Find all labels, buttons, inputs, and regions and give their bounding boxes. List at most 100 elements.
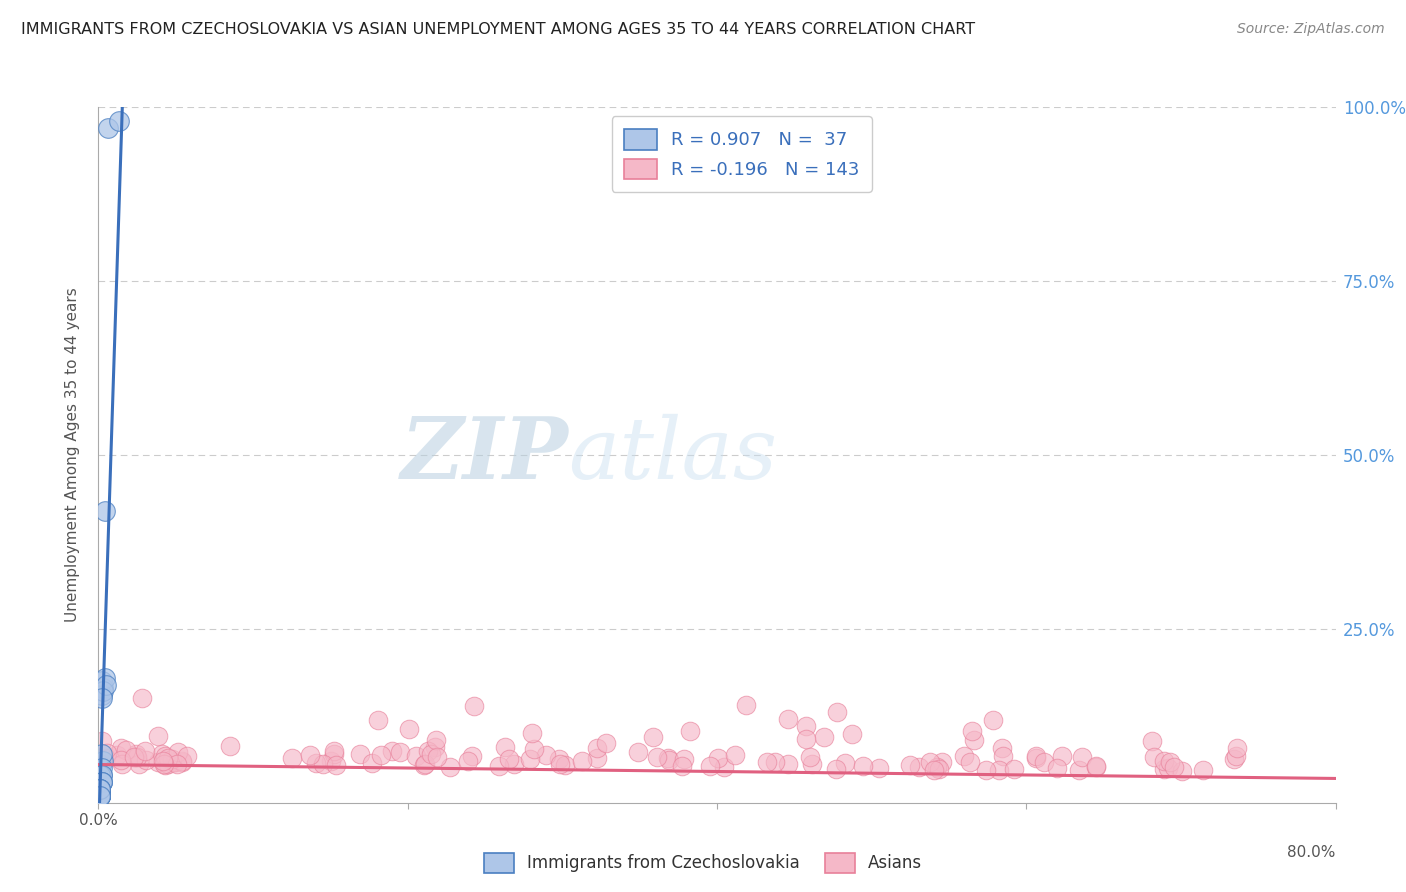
Point [90,768,112,782]
Point [125,750,148,764]
Point [125,747,148,761]
Point [498,752,520,766]
Point [155,749,177,764]
Point [658,753,681,767]
Point [679,723,702,738]
Point [627,745,650,759]
Point [1052,748,1074,763]
Y-axis label: Unemployment Among Ages 35 to 44 years: Unemployment Among Ages 35 to 44 years [65,287,80,623]
Point [89,761,111,775]
Point [699,759,721,773]
Point [799,750,821,764]
Point [361,756,384,770]
Point [89,781,111,796]
Point [156,757,179,772]
Point [1046,760,1069,774]
Point [1191,763,1213,777]
Point [554,757,576,772]
Point [671,759,693,773]
Point [90,775,112,789]
Point [90,747,112,761]
Point [1223,752,1246,766]
Point [152,754,174,768]
Point [908,760,931,774]
Point [1156,761,1178,775]
Point [672,752,695,766]
Point [91,684,114,698]
Point [170,755,193,769]
Point [398,722,420,736]
Point [89,781,111,796]
Point [1153,762,1175,776]
Point [420,747,443,762]
Point [1033,756,1056,770]
Point [778,712,800,726]
Point [571,754,593,768]
Point [595,736,617,750]
Point [93,503,115,517]
Point [146,729,169,743]
Point [96,677,118,691]
Point [988,763,1011,777]
Point [1226,740,1249,755]
Point [323,744,346,758]
Point [94,751,117,765]
Point [91,684,114,698]
Point [1085,760,1108,774]
Point [991,741,1014,756]
Point [1143,750,1166,764]
Point [322,747,344,761]
Point [794,731,817,746]
Point [928,762,950,776]
Point [349,747,371,761]
Point [520,726,543,740]
Point [963,732,986,747]
Point [523,742,546,756]
Point [90,733,112,747]
Point [105,747,128,762]
Point [713,759,735,773]
Point [1171,764,1194,778]
Point [425,732,447,747]
Point [389,745,412,759]
Text: IMMIGRANTS FROM CZECHOSLOVAKIA VS ASIAN UNEMPLOYMENT AMONG AGES 35 TO 44 YEARS C: IMMIGRANTS FROM CZECHOSLOVAKIA VS ASIAN … [21,22,976,37]
Point [90,775,112,789]
Point [547,752,569,766]
Point [641,730,664,744]
Point [416,744,439,758]
Point [534,748,557,763]
Point [488,759,510,773]
Point [110,753,132,767]
Point [131,691,153,706]
Point [152,756,174,771]
Point [89,789,111,803]
Point [219,739,242,753]
Text: ZIP: ZIP [401,413,568,497]
Point [89,775,111,789]
Point [367,713,389,727]
Point [89,789,111,803]
Point [157,750,180,764]
Point [89,781,111,796]
Point [89,781,111,796]
Point [1025,751,1047,765]
Point [953,749,976,764]
Point [90,691,112,706]
Point [825,706,848,720]
Point [413,757,436,772]
Point [794,719,817,733]
Point [89,781,111,796]
Point [463,699,485,714]
Point [763,755,786,769]
Point [370,747,392,762]
Point [162,755,184,769]
Text: Source: ZipAtlas.com: Source: ZipAtlas.com [1237,22,1385,37]
Point [89,789,111,803]
Point [89,789,111,803]
Point [90,761,112,775]
Point [519,752,541,766]
Point [91,754,114,768]
Point [305,756,328,770]
Point [325,758,347,772]
Point [1085,758,1108,772]
